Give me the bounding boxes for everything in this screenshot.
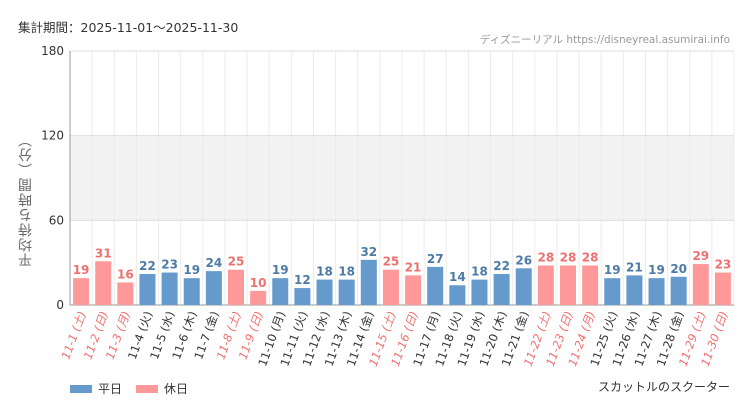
data-label: 14 [449,270,466,284]
data-label: 29 [692,249,709,263]
data-label: 28 [538,250,555,264]
data-label: 12 [294,273,311,287]
data-label: 10 [250,276,267,290]
bar [117,282,134,305]
data-label: 23 [715,258,732,272]
bar [272,278,289,305]
legend-item-holiday: 休日 [136,380,188,397]
data-label: 21 [405,260,422,274]
bar [161,272,178,305]
data-label: 27 [427,252,444,266]
data-label: 19 [604,263,621,277]
bar [360,259,377,305]
bar [449,285,466,305]
data-label: 25 [383,255,400,269]
data-label: 28 [560,250,577,264]
data-label: 19 [73,263,90,277]
bar [582,265,599,305]
bar [294,288,311,305]
bar [338,279,355,305]
legend-swatch-weekday [70,384,92,393]
bar [183,278,200,305]
legend: 平日 休日 [70,380,202,397]
bar [471,279,488,305]
bar [250,290,267,305]
data-label: 22 [493,259,510,273]
period-label: 集計期間：2025-11-01～2025-11-30 [18,20,239,35]
bar [626,275,643,305]
bar [537,265,554,305]
bar [228,269,244,305]
bar [648,278,665,305]
data-label: 31 [95,246,112,260]
legend-swatch-holiday [136,384,159,393]
data-label: 20 [670,262,687,276]
y-tick-label: 60 [49,213,64,227]
bar [73,278,90,305]
data-label: 19 [183,263,200,277]
bar [493,273,510,305]
source-credit: ディズニーリアル https://disneyreal.asumirai.inf… [479,34,730,46]
data-label: 21 [626,260,643,274]
legend-label-weekday: 平日 [98,382,123,396]
data-label: 24 [206,256,223,270]
data-label: 26 [515,253,532,267]
data-label: 16 [117,267,134,281]
data-label: 18 [316,265,333,279]
y-tick-label: 120 [41,129,64,143]
legend-label-holiday: 休日 [164,382,189,396]
bar [139,273,156,305]
data-label: 18 [471,265,488,279]
bar [382,269,399,305]
data-label: 23 [161,258,178,272]
bar [316,279,333,305]
bar [427,266,444,305]
bar [205,271,222,305]
data-label: 19 [648,263,665,277]
bar [692,264,709,305]
y-tick-label: 0 [56,298,64,312]
data-label: 25 [228,255,245,269]
y-tick-label: 180 [41,44,64,58]
data-label: 32 [360,245,377,259]
data-label: 18 [338,265,355,279]
bar [95,261,112,305]
attraction-name: スカットルのスクーター [597,380,730,394]
legend-item-weekday: 平日 [70,380,122,397]
bar [604,278,621,305]
bar [714,272,731,305]
bar [405,275,422,305]
bar [515,268,532,305]
data-label: 19 [272,263,289,277]
bar [560,265,576,305]
bar [670,276,687,305]
data-label: 28 [582,250,599,264]
data-label: 22 [139,259,156,273]
